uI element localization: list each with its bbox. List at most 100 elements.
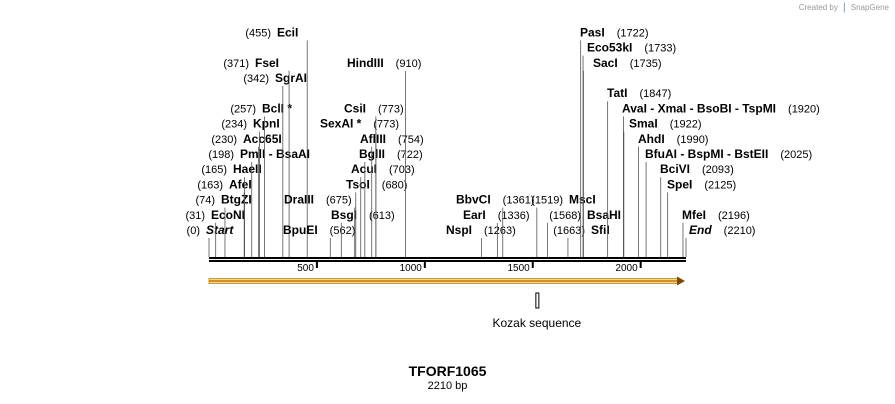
site-name-ahdi: AhdI <box>638 132 665 146</box>
site-position-pasi: (1722) <box>617 27 649 39</box>
site-name-afliii: AflIII <box>360 132 386 146</box>
plasmid-name: TFORF1065 <box>408 363 487 379</box>
site-label-btgzi: (74) BtgZI <box>195 193 251 207</box>
site-name-pasi: PasI <box>580 25 605 39</box>
site-label-afei: (163) AfeI <box>197 177 251 191</box>
snapgene-credit: Created by ❘ SnapGene <box>799 2 889 13</box>
site-label-nspi: (1263) NspI <box>446 223 516 237</box>
site-position-saci: (1735) <box>630 58 662 70</box>
snapgene-logo-icon: ❘ <box>840 2 849 13</box>
site-label-saci: (1735) SacI <box>593 56 661 70</box>
site-name-bfuai: BfuAI - BspMI - BstEII <box>645 147 768 161</box>
site-name-sexai: SexAI * <box>320 117 362 131</box>
site-label-haeii: (165) HaeII <box>201 162 261 176</box>
site-position-mfei: (2196) <box>718 210 750 222</box>
site-label-bfuai: (2025) BfuAI - BspMI - BstEII <box>645 147 812 161</box>
site-name-hindiii: HindIII <box>347 56 384 70</box>
site-name-start: Start <box>206 223 234 237</box>
site-name-avai: AvaI - XmaI - BsoBI - TspMI <box>622 101 776 115</box>
site-name-econi: EcoNI <box>211 208 245 222</box>
site-name-csii: CsiI <box>344 101 366 115</box>
site-name-smai: SmaI <box>629 117 658 131</box>
site-position-bpuei: (562) <box>330 225 356 237</box>
site-label-sgrai: (342) SgrAI <box>243 71 307 85</box>
site-position-ecii: (455) <box>245 27 271 39</box>
site-label-eari: (1336) EarI <box>463 208 529 222</box>
site-label-tati: (1847) TatI <box>607 86 671 100</box>
site-position-fsei: (371) <box>223 58 249 70</box>
site-label-sexai: (773) SexAI * <box>320 117 399 131</box>
site-name-eco53ki: Eco53kI <box>587 41 632 55</box>
site-position-pmli: (198) <box>208 149 234 161</box>
site-label-eco53ki: (1733) Eco53kI <box>587 41 676 55</box>
site-position-draiii: (675) <box>326 195 352 207</box>
site-label-avai: (1920) AvaI - XmaI - BsoBI - TspMI <box>622 101 820 115</box>
site-name-bcli: BclI * <box>262 101 292 115</box>
kozak-feature-mark <box>535 292 540 309</box>
site-label-bcli: (257) BclI * <box>230 101 292 115</box>
site-label-acui: (703) AcuI <box>351 162 415 176</box>
site-position-afei: (163) <box>197 179 223 191</box>
site-position-tsoi: (680) <box>382 179 408 191</box>
site-label-bsgi: (613) BsgI <box>331 208 395 222</box>
orf-arrow-head <box>677 276 685 286</box>
site-position-haeii: (165) <box>201 164 227 176</box>
site-name-pmli: PmlI - BsaAI <box>240 147 310 161</box>
site-label-smai: (1922) SmaI <box>629 117 701 131</box>
site-name-eari: EarI <box>463 208 486 222</box>
site-position-kpni: (234) <box>221 119 247 131</box>
kozak-feature-label: Kozak sequence <box>492 316 581 330</box>
ruler-tick-label: 1000 <box>400 263 423 274</box>
site-label-fsei: (371) FseI <box>223 56 279 70</box>
site-name-draiii: DraIII <box>284 193 314 207</box>
site-label-draiii: (675) DraIII <box>284 193 352 207</box>
site-label-kpni: (234) KpnI <box>221 117 279 131</box>
site-position-eari: (1336) <box>498 210 530 222</box>
site-name-kpni: KpnI <box>253 117 280 131</box>
site-position-bfuai: (2025) <box>780 149 812 161</box>
site-name-end: End <box>689 223 712 237</box>
site-position-nspi: (1263) <box>484 225 516 237</box>
site-label-tsoi: (680) TsoI <box>346 177 407 191</box>
site-label-mfei: (2196) MfeI <box>682 208 750 222</box>
site-name-mfei: MfeI <box>682 208 706 222</box>
ruler-tick-label: 2000 <box>615 263 638 274</box>
site-label-spei: (2125) SpeI <box>667 177 736 191</box>
site-label-hindiii: (910) HindIII <box>347 56 421 70</box>
site-name-btgzi: BtgZI <box>221 193 252 207</box>
site-position-sgrai: (342) <box>243 73 269 85</box>
site-position-bcivi: (2093) <box>702 164 734 176</box>
site-position-acui: (703) <box>389 164 415 176</box>
site-position-sfii: (1663) <box>553 225 585 237</box>
site-position-msci: (1519) <box>531 195 563 207</box>
site-position-smai: (1922) <box>670 119 702 131</box>
site-position-csii: (773) <box>378 103 404 115</box>
site-label-bbvci: (1361) BbvCI <box>456 193 534 207</box>
site-label-bsahi: (1568) BsaHI <box>549 208 621 222</box>
site-position-sexai: (773) <box>373 119 399 131</box>
site-label-msci: (1519) MscI <box>531 193 595 207</box>
site-name-sfii: SfiI <box>591 223 610 237</box>
site-name-bsgi: BsgI <box>331 208 357 222</box>
site-position-bsahi: (1568) <box>549 210 581 222</box>
site-label-start: (0) Start <box>187 223 235 237</box>
site-label-ecii: (455) EciI <box>245 25 298 39</box>
credit-prefix: Created by <box>798 3 838 12</box>
site-position-end: (2210) <box>724 225 756 237</box>
site-name-tati: TatI <box>607 86 627 100</box>
site-label-econi: (31) EcoNI <box>185 208 245 222</box>
site-label-afliii: (754) AflIII <box>360 132 424 146</box>
site-label-bcivi: (2093) BciVI <box>660 162 734 176</box>
ruler-tick-label: 1500 <box>508 263 531 274</box>
site-label-sfii: (1663) SfiI <box>553 223 609 237</box>
site-position-econi: (31) <box>185 210 205 222</box>
site-position-btgzi: (74) <box>195 195 215 207</box>
site-name-acc65i: Acc65I <box>243 132 282 146</box>
site-position-bglii: (722) <box>397 149 423 161</box>
site-position-bsgi: (613) <box>369 210 395 222</box>
site-position-start: (0) <box>187 225 200 237</box>
site-label-pasi: (1722) PasI <box>580 25 648 39</box>
site-name-bbvci: BbvCI <box>456 193 491 207</box>
site-name-bpuei: BpuEI <box>283 223 318 237</box>
